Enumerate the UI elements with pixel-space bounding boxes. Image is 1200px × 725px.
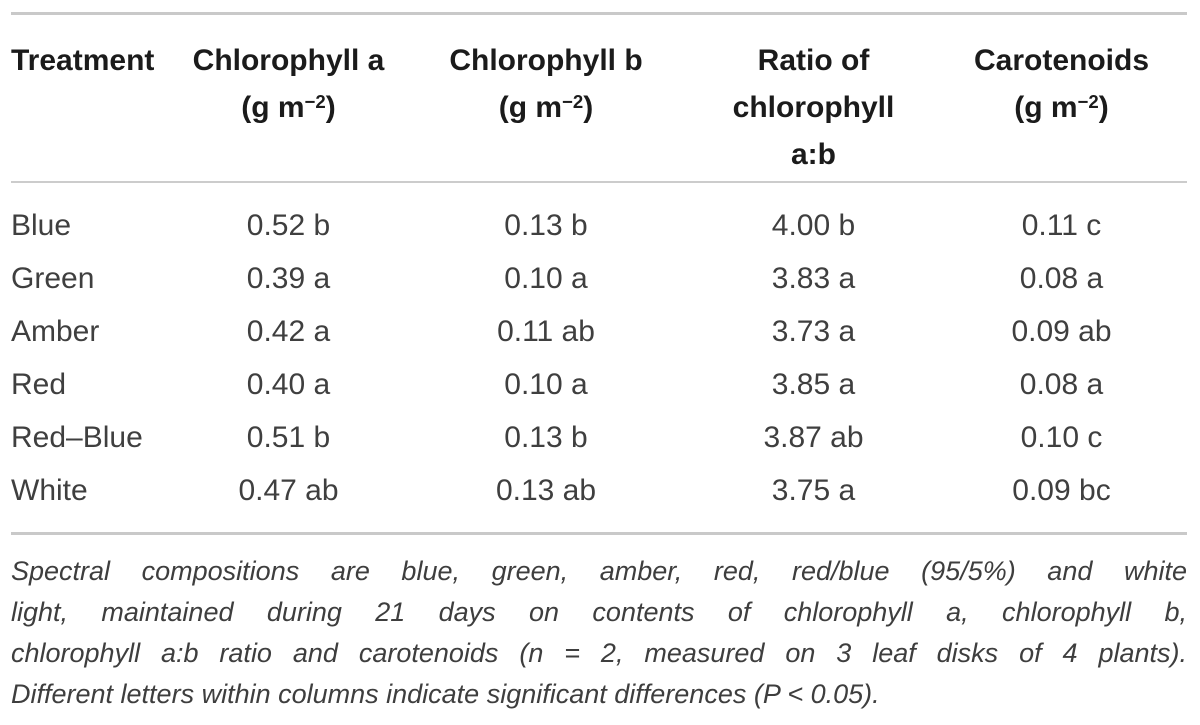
column-header-label: Ratio of — [757, 44, 870, 77]
cell-treatment: Red–Blue — [11, 420, 143, 454]
cell-chlorophyll-a: 0.52 b — [246, 208, 331, 242]
column-header-treatment: Treatment — [11, 37, 176, 181]
table-footnote: Spectral compositions are blue, green, a… — [11, 551, 1187, 715]
cell-carotenoids: 0.08 a — [1019, 367, 1104, 401]
unit-exponent: −2 — [304, 91, 326, 113]
cell-ratio-ab: 3.75 a — [771, 473, 856, 507]
table-row: White 0.47 ab 0.13 ab 3.75 a 0.09 bc — [11, 464, 1187, 517]
table-row: Red–Blue 0.51 b 0.13 b 3.87 ab 0.10 c — [11, 411, 1187, 464]
unit-prefix: (g m — [241, 91, 305, 124]
column-header-unit: (g m−2) — [401, 84, 691, 131]
unit-exponent: −2 — [562, 91, 584, 113]
cell-chlorophyll-b: 0.13 b — [504, 420, 588, 454]
cell-chlorophyll-b: 0.10 a — [504, 367, 588, 401]
column-header-label: Chlorophyll b — [449, 44, 643, 77]
footnote-line: chlorophyll a:b ratio and carotenoids (n… — [11, 638, 1187, 668]
cell-chlorophyll-a: 0.39 a — [246, 261, 331, 295]
column-header-label: Chlorophyll a — [192, 44, 385, 77]
footnote-line: Different letters within columns indicat… — [11, 679, 880, 709]
cell-chlorophyll-b: 0.13 ab — [495, 473, 597, 507]
cell-treatment: Blue — [11, 208, 72, 242]
table-row: Blue 0.52 b 0.13 b 4.00 b 0.11 c — [11, 199, 1187, 252]
table-row: Amber 0.42 a 0.11 ab 3.73 a 0.09 ab — [11, 305, 1187, 358]
column-header-label: Treatment — [11, 44, 155, 77]
cell-treatment: White — [11, 473, 88, 507]
cell-chlorophyll-b: 0.13 b — [504, 208, 588, 242]
cell-chlorophyll-a: 0.47 ab — [238, 473, 339, 507]
table-bottom-rule — [11, 532, 1187, 535]
column-header-chlorophyll-a: Chlorophyll a (g m−2) — [176, 37, 401, 181]
cell-chlorophyll-a: 0.42 a — [246, 314, 331, 348]
cell-chlorophyll-a: 0.40 a — [246, 367, 331, 401]
cell-carotenoids: 0.09 bc — [1012, 473, 1111, 507]
cell-ratio-ab: 3.83 a — [771, 261, 856, 295]
column-header-carotenoids: Carotenoids (g m−2) — [936, 37, 1187, 181]
cell-ratio-ab: 4.00 b — [771, 208, 856, 242]
column-header-unit: (g m−2) — [936, 84, 1187, 131]
footnote-line: Spectral compositions are blue, green, a… — [11, 556, 1187, 586]
cell-carotenoids: 0.10 c — [1020, 420, 1103, 454]
table-body: Blue 0.52 b 0.13 b 4.00 b 0.11 c Green 0… — [11, 183, 1187, 532]
cell-treatment: Green — [11, 261, 95, 295]
cell-carotenoids: 0.08 a — [1019, 261, 1104, 295]
paper-table: Treatment Chlorophyll a (g m−2) Chloroph… — [11, 12, 1187, 715]
cell-chlorophyll-b: 0.11 ab — [497, 314, 595, 348]
cell-treatment: Red — [11, 367, 67, 401]
cell-carotenoids: 0.11 c — [1021, 208, 1102, 242]
table-top-rule — [11, 12, 1187, 15]
column-header-label: a:b — [791, 138, 836, 171]
column-header-ratio-ab: Ratio of chlorophyll a:b — [691, 37, 936, 181]
cell-ratio-ab: 3.87 ab — [763, 420, 864, 454]
unit-suffix: ) — [583, 91, 594, 124]
unit-suffix: ) — [1098, 91, 1109, 124]
header-divider — [11, 181, 1187, 183]
cell-treatment: Amber — [11, 314, 100, 348]
column-header-chlorophyll-b: Chlorophyll b (g m−2) — [401, 37, 691, 181]
cell-carotenoids: 0.09 ab — [1011, 314, 1112, 348]
column-header-label: Carotenoids — [973, 44, 1150, 77]
table-header-row: Treatment Chlorophyll a (g m−2) Chloroph… — [11, 15, 1187, 181]
cell-ratio-ab: 3.73 a — [771, 314, 856, 348]
unit-exponent: −2 — [1077, 91, 1099, 113]
unit-suffix: ) — [325, 91, 336, 124]
cell-ratio-ab: 3.85 a — [771, 367, 856, 401]
unit-prefix: (g m — [1014, 91, 1078, 124]
table-row: Red 0.40 a 0.10 a 3.85 a 0.08 a — [11, 358, 1187, 411]
table-row: Green 0.39 a 0.10 a 3.83 a 0.08 a — [11, 252, 1187, 305]
column-header-label: chlorophyll — [732, 91, 895, 124]
cell-chlorophyll-b: 0.10 a — [504, 261, 588, 295]
footnote-line: light, maintained during 21 days on cont… — [11, 597, 1187, 627]
unit-prefix: (g m — [498, 91, 563, 124]
cell-chlorophyll-a: 0.51 b — [246, 420, 331, 454]
column-header-unit: (g m−2) — [176, 84, 401, 131]
